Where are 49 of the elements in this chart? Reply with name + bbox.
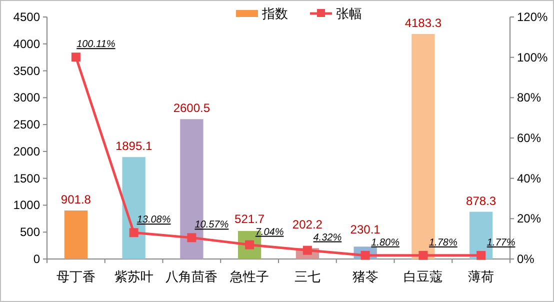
data-label: 1.80% (371, 237, 400, 248)
y-tick-label: 1500 (13, 171, 40, 186)
y2-tick-label: 60% (517, 131, 542, 145)
x-tick-label: 白豆蔻 (404, 269, 443, 284)
y-tick-label: 2500 (13, 118, 40, 132)
y-tick-label: 4500 (13, 10, 40, 24)
y-tick-label: 2000 (13, 144, 40, 158)
point (476, 250, 486, 260)
data-label: 2600.5 (173, 101, 210, 116)
x-tick-label: 母丁香 (56, 269, 96, 284)
point (129, 228, 138, 238)
y-tick-label: 500 (20, 225, 40, 240)
data-label: 100.11% (76, 39, 116, 50)
data-label: 4.32% (313, 232, 342, 244)
x-tick-label: 紫苏叶 (114, 269, 154, 284)
y2-tick-label: 20% (517, 212, 542, 226)
x-tick-label: 三七 (294, 269, 320, 284)
data-label: 901.8 (60, 192, 92, 207)
data-label: 4183.3 (404, 16, 442, 30)
point (187, 233, 196, 242)
y-tick-label: 3000 (13, 90, 40, 105)
data-label: 13.08% (136, 214, 171, 226)
y-tick-label: 1000 (13, 198, 40, 212)
data-label: 1895.1 (115, 139, 152, 154)
x-tick-label: 薄荷 (468, 269, 494, 284)
point (71, 52, 80, 62)
y2-tick-label: 80% (517, 90, 542, 105)
y2-tick-label: 120% (517, 10, 548, 24)
x-tick-label: 急性子 (229, 269, 270, 284)
y2-tick-label: 0% (517, 252, 535, 266)
data-label: 521.7 (234, 212, 265, 226)
data-label: 878.3 (466, 194, 496, 208)
data-label: 1.77% (486, 237, 516, 248)
data-label: 202.2 (292, 217, 323, 232)
y-tick-label: 3500 (13, 64, 40, 78)
data-label: 230.1 (350, 222, 381, 236)
y2-tick-label: 100% (517, 50, 548, 64)
data-label: 7.04% (255, 226, 284, 238)
y2-tick-label: 40% (517, 171, 542, 186)
data-label: 1.78% (429, 237, 458, 248)
y-tick-label: 0 (33, 252, 40, 266)
legend-label: 张幅 (336, 6, 362, 21)
legend-label: 指数 (261, 6, 288, 21)
x-tick-label: 八角茴香 (166, 269, 218, 284)
bar (64, 210, 88, 259)
point (418, 250, 428, 260)
data-label: 10.57% (194, 220, 229, 231)
x-tick-label: 猪苓 (352, 269, 378, 284)
y-tick-label: 4000 (13, 36, 40, 51)
